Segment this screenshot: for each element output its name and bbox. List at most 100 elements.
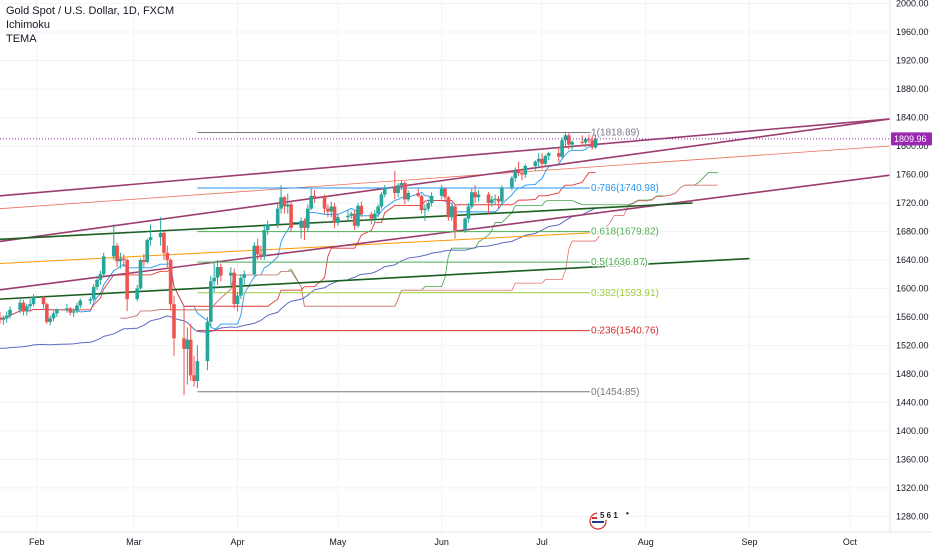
candle-body <box>182 338 186 349</box>
candle-body <box>356 205 360 226</box>
kijun-line <box>0 172 596 319</box>
candle-body <box>279 197 283 209</box>
candle-body <box>121 258 126 260</box>
badge-digits: 5 6 1 <box>600 511 618 520</box>
candle-body <box>393 187 397 194</box>
candle-body <box>583 138 588 143</box>
price-axis[interactable]: 2000.00 1960.00 1920.00 1880.00 1840.00 1800.… <box>896 0 929 521</box>
candle-body <box>513 170 518 179</box>
candle-body <box>523 165 528 175</box>
time-tick-label: Aug <box>638 537 654 547</box>
fib-level-label: 0.382(1593.91) <box>591 288 659 299</box>
candle-body <box>416 193 421 196</box>
indicator-ichimoku[interactable]: Ichimoku <box>6 19 51 31</box>
candle-body <box>520 173 524 175</box>
candle-body <box>259 254 263 257</box>
time-tick-label: May <box>329 537 347 547</box>
candle-body <box>145 240 150 263</box>
candle-body <box>28 304 32 307</box>
candle-body <box>111 245 116 257</box>
red-trend-line <box>0 145 891 210</box>
candle-body <box>262 230 267 257</box>
channel-line <box>0 118 891 197</box>
price-tick-label: 1840.00 <box>896 113 929 123</box>
candle-body <box>8 309 12 316</box>
candle-body <box>232 272 237 305</box>
price-tick-label: 1880.00 <box>896 84 929 94</box>
candle-body <box>406 193 410 200</box>
price-tick-label: 1480.00 <box>896 369 929 379</box>
price-tick-label: 1680.00 <box>896 226 929 236</box>
candle-body <box>302 220 307 228</box>
price-tick-label: 1520.00 <box>896 340 929 350</box>
indicator-tema[interactable]: TEMA <box>6 33 37 45</box>
candle-body <box>24 306 29 312</box>
candle-body <box>546 153 551 156</box>
candle-body <box>239 277 243 296</box>
candle-body <box>275 208 280 225</box>
legend: Gold Spot / U.S. Dollar, 1D, FXCM Ichimo… <box>6 4 174 46</box>
candle-body <box>88 299 93 301</box>
candle-body <box>580 141 584 143</box>
price-tick-label: 1560.00 <box>896 312 929 322</box>
badge-label-bg <box>597 511 627 520</box>
candle-body <box>289 204 293 228</box>
price-tick-label: 1720.00 <box>896 198 929 208</box>
candle-body <box>590 140 595 148</box>
candle-body <box>556 153 561 157</box>
candle-body <box>563 135 568 141</box>
fib-level-label: 0(1454.85) <box>591 387 639 398</box>
candle-body <box>359 205 364 215</box>
candle-body <box>51 313 56 319</box>
candle-body <box>543 155 548 164</box>
candle-body <box>282 197 287 207</box>
time-axis[interactable]: Feb Mar Apr May Jun Jul Aug Sep Oct <box>29 537 857 547</box>
candle-body <box>41 296 46 305</box>
candle-body <box>566 135 571 145</box>
span-b-line <box>120 184 718 319</box>
candle-body <box>443 188 447 198</box>
candle-body <box>536 158 541 162</box>
candle-body <box>486 194 491 203</box>
candle-body <box>463 218 467 231</box>
channel-line <box>0 257 750 300</box>
orange-trend-line <box>0 229 646 265</box>
badge-symbol: • <box>626 509 629 518</box>
candle-body <box>68 308 73 313</box>
candle-body <box>185 339 190 349</box>
candle-body <box>540 158 544 164</box>
fibonacci-retracement[interactable]: 1(1818.89) 0.786(1740.98) 0.618(1679.82) 0.… <box>197 126 660 399</box>
candle-body <box>372 213 377 219</box>
fib-level-label: 0.236(1540.76) <box>591 326 659 337</box>
candle-body <box>376 206 380 214</box>
symbol-title[interactable]: Gold Spot / U.S. Dollar, 1D, FXCM <box>6 5 175 17</box>
time-tick-label: Apr <box>231 537 245 547</box>
candle-body <box>299 220 303 228</box>
candle-body <box>188 339 193 376</box>
candle-body <box>205 321 210 362</box>
fib-level-label: 1(1818.89) <box>591 128 639 139</box>
candle-body <box>165 252 170 260</box>
candle-body <box>219 267 223 276</box>
candle-body <box>469 192 474 207</box>
candle-body <box>473 192 477 198</box>
candle-body <box>162 232 166 253</box>
price-tick-label: 1960.00 <box>896 27 929 37</box>
current-price-label: 1809.96 <box>891 132 932 146</box>
price-tick-label: 1920.00 <box>896 56 929 66</box>
channel-line <box>0 202 693 241</box>
candle-body <box>490 199 494 203</box>
candle-body <box>255 245 260 255</box>
candle-body <box>252 245 257 275</box>
trend-lines[interactable] <box>0 118 891 300</box>
channel-line <box>0 174 891 291</box>
candle-body <box>510 178 514 188</box>
candle-body <box>242 274 247 278</box>
news-badge[interactable]: 5 6 1 • <box>588 506 632 532</box>
candle-body <box>403 183 407 200</box>
candle-body <box>91 287 96 300</box>
candle-body <box>168 259 173 305</box>
candle-body <box>446 197 451 218</box>
